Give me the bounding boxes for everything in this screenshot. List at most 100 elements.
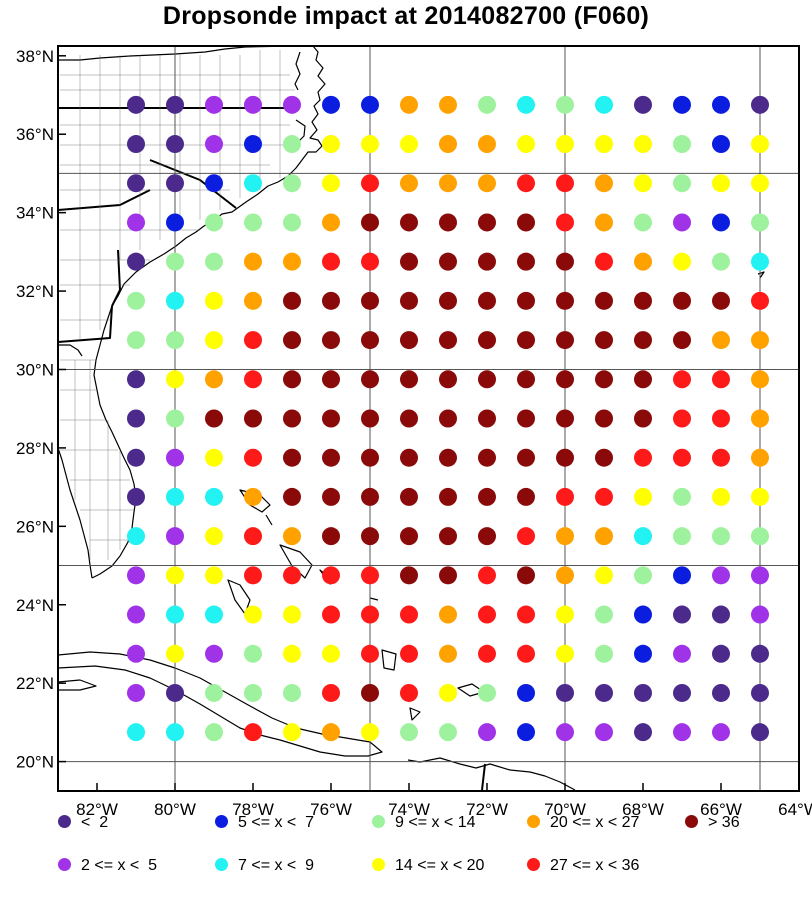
impact-dot [400,527,418,546]
impact-dot [634,291,652,310]
impact-dot [556,527,574,546]
impact-dot [166,723,184,742]
impact-dot [322,723,340,742]
impact-dot [205,370,223,389]
impact-dot [244,683,262,702]
impact-dot [517,723,535,742]
impact-dot [634,527,652,546]
x-tick-label: 70°W [544,800,586,819]
impact-dot [166,605,184,624]
impact-dot [361,409,379,428]
impact-dot [439,487,457,506]
impact-dot [322,135,340,154]
legend-label: < 2 [81,814,109,831]
impact-dot [517,448,535,467]
impact-dot [478,448,496,467]
impact-dot [322,605,340,624]
impact-dot [127,331,145,350]
impact-dot [595,683,613,702]
impact-dot [673,566,691,585]
impact-dot [283,566,301,585]
impact-dot [205,291,223,310]
impact-dot [556,683,574,702]
impact-dot [244,448,262,467]
impact-dot [478,135,496,154]
impact-dot [400,213,418,232]
impact-dot [712,95,730,114]
y-tick-label: 22°N [16,674,54,693]
impact-dot [517,174,535,193]
impact-dot [205,683,223,702]
impact-dot [166,448,184,467]
impact-dot [439,605,457,624]
impact-dot [166,174,184,193]
impact-dot [439,331,457,350]
impact-dot [634,487,652,506]
impact-dot [322,566,340,585]
impact-dot [673,448,691,467]
impact-dot [283,605,301,624]
impact-dot [712,331,730,350]
impact-dot [751,291,769,310]
impact-dot [673,605,691,624]
x-tick-label: 76°W [310,800,352,819]
x-axis-ticks: 82°W 80°W 78°W 76°W 74°W 72°W 70°W 68°W 66°W 64°W [76,783,812,819]
impact-dot [595,605,613,624]
impact-dot [361,487,379,506]
legend-item: 5 <= x < 7 [215,814,314,832]
impact-dot [439,291,457,310]
legend-item: 27 <= x < 36 [527,857,639,875]
impact-dot [127,566,145,585]
impact-dot [595,291,613,310]
impact-dot [478,409,496,428]
impact-dot [751,135,769,154]
impact-dot [673,174,691,193]
impact-dot [205,409,223,428]
impact-dot [673,683,691,702]
impact-dot [400,487,418,506]
impact-dot [166,566,184,585]
us-coastline [58,46,326,579]
legend-swatch [58,858,71,871]
impact-dot [400,409,418,428]
impact-dot [439,644,457,663]
impact-dot [244,135,262,154]
y-tick-label: 30°N [16,360,54,379]
impact-dot [478,566,496,585]
impact-dot [751,566,769,585]
impact-dot [400,448,418,467]
impact-dot [322,95,340,114]
impact-dot [478,213,496,232]
impact-dot [673,487,691,506]
impact-dot [361,252,379,271]
impact-dot [205,605,223,624]
impact-dot [400,252,418,271]
impact-dot [517,644,535,663]
impact-dot [283,331,301,350]
legend-label: 2 <= x < 5 [81,857,158,874]
impact-dot [166,291,184,310]
impact-dot [283,723,301,742]
impact-dot [166,487,184,506]
impact-dot [556,409,574,428]
impact-dot [244,527,262,546]
impact-dot [361,527,379,546]
impact-dot [595,409,613,428]
impact-dot [751,252,769,271]
impact-dot [712,487,730,506]
impact-dot [127,605,145,624]
impact-dot [673,252,691,271]
impact-dot [478,723,496,742]
impact-dot [556,95,574,114]
legend-item: 14 <= x < 20 [372,857,484,875]
x-tick-label: 66°W [700,800,742,819]
impact-dot [205,566,223,585]
impact-dot [712,448,730,467]
impact-dot [712,644,730,663]
legend-swatch [372,815,385,828]
impact-dot [400,566,418,585]
legend-item: 9 <= x < 14 [372,814,476,832]
impact-dot [127,527,145,546]
impact-dot [439,448,457,467]
impact-dot [127,95,145,114]
